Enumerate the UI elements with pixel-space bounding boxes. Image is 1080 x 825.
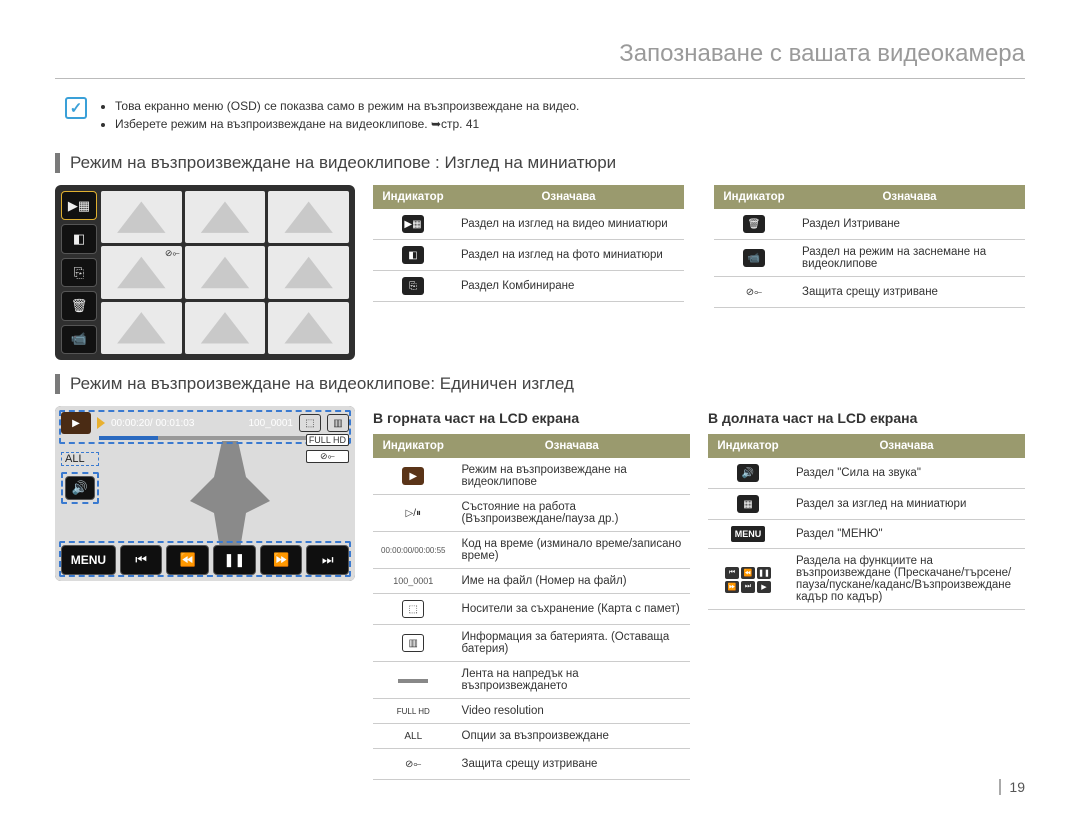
filename-icon: 100_0001 [373, 569, 454, 594]
th-indicator: Индикатор [714, 185, 794, 209]
protect-icon: ⊘⟜ [743, 283, 765, 301]
th-indicator: Индикатор [708, 434, 788, 458]
progress-icon [398, 679, 428, 683]
delete-icon: 🗑 [743, 215, 765, 233]
battery-info-icon: ▥ [402, 634, 424, 652]
lock-icon: ⊘⟜ [165, 248, 180, 259]
resolution-badge: FULL HD [306, 434, 349, 446]
skip-back-button[interactable]: ⏮ [120, 545, 163, 575]
intro-line-1: Това екранно меню (OSD) се показва само … [115, 97, 579, 115]
side-photo-thumb-icon[interactable]: ◧ [61, 224, 97, 253]
intro-line-2: Изберете режим на възпроизвеждане на вид… [115, 115, 579, 133]
volume-button[interactable]: 🔊 [65, 476, 95, 500]
video-thumb-icon: ▶▦ [402, 215, 424, 233]
timecode-icon: 00:00:00/00:00:55 [373, 532, 454, 569]
page-title: Запознаване с вашата видеокамера [55, 40, 1025, 79]
section1-heading: Режим на възпроизвеждане на видеоклипове… [55, 153, 1025, 173]
thumb-view-icon: ▦ [737, 495, 759, 513]
th-means: Означава [788, 434, 1025, 458]
page-number: 19 [999, 779, 1025, 795]
note-check-icon: ✓ [65, 97, 87, 119]
play-mode-icon: ▶ [61, 412, 91, 434]
transport-icons: ⏮⏪❚❚ ⏩⏭▶ [725, 567, 771, 593]
side-combine-icon[interactable]: ⎘ [61, 258, 97, 287]
top-lcd-table: Индикатор Означава ▶Режим на възпроизвеж… [373, 434, 690, 780]
volume-icon: 🔊 [737, 464, 759, 482]
playback-mode-icon: ▶ [402, 467, 424, 485]
bottom-lcd-table: Индикатор Означава 🔊Раздел "Сила на звук… [708, 434, 1025, 610]
th-means: Означава [794, 185, 1025, 209]
menu-button[interactable]: MENU [61, 545, 116, 575]
side-video-thumb-icon[interactable]: ▶▦ [61, 191, 97, 220]
section2-heading: Режим на възпроизвеждане на видеоклипове… [55, 374, 1025, 394]
menu-icon: MENU [731, 526, 766, 542]
protect-erase-icon: ⊘⟜ [402, 755, 424, 773]
skip-fwd-button[interactable]: ⏭ [306, 545, 349, 575]
th-means: Означава [453, 185, 684, 209]
timecode-label: 00:00:20/ 00:01:03 [111, 418, 194, 429]
intro-note: ✓ Това екранно меню (OSD) се показва сам… [65, 97, 1025, 133]
filename-label: 100_0001 [249, 418, 294, 429]
bottom-lcd-heading: В долната част на LCD екрана [708, 410, 1025, 426]
photo-thumb-icon: ◧ [402, 246, 424, 264]
section1-table-right: Индикатор Означава 🗑Раздел Изтриване 📹Ра… [714, 185, 1025, 308]
playback-options-icon: ALL [373, 724, 454, 749]
rewind-button[interactable]: ⏪ [166, 545, 209, 575]
side-delete-icon[interactable]: 🗑 [61, 291, 97, 320]
card-icon: ⬚ [299, 414, 321, 432]
th-indicator: Индикатор [373, 434, 454, 458]
play-status-icon [97, 417, 105, 429]
combine-icon: ⎘ [402, 277, 424, 295]
battery-icon: ▥ [327, 414, 349, 432]
forward-button[interactable]: ⏩ [260, 545, 303, 575]
protect-badge: ⊘⟜ [306, 450, 349, 463]
record-mode-icon: 📹 [743, 249, 765, 267]
resolution-icon: FULL HD [373, 699, 454, 724]
th-indicator: Индикатор [373, 185, 453, 209]
thumbnail-view-mock: ▶▦ ◧ ⎘ 🗑 📹 ⊘⟜ [55, 185, 355, 360]
single-view-mock: ▶ 00:00:20/ 00:01:03 100_0001 ⬚ ▥ FULL H… [55, 406, 355, 581]
pause-button[interactable]: ❚❚ [213, 545, 256, 575]
top-lcd-heading: В горната част на LCD екрана [373, 410, 690, 426]
section1-table-left: Индикатор Означава ▶▦Раздел на изглед на… [373, 185, 684, 302]
side-record-mode-icon[interactable]: 📹 [61, 325, 97, 354]
playback-options-badge: ALL [61, 452, 99, 466]
storage-icon: ⬚ [402, 600, 424, 618]
th-means: Означава [454, 434, 690, 458]
progress-bar [99, 436, 309, 440]
play-pause-status-icon: ▷/⏸ [402, 504, 424, 522]
